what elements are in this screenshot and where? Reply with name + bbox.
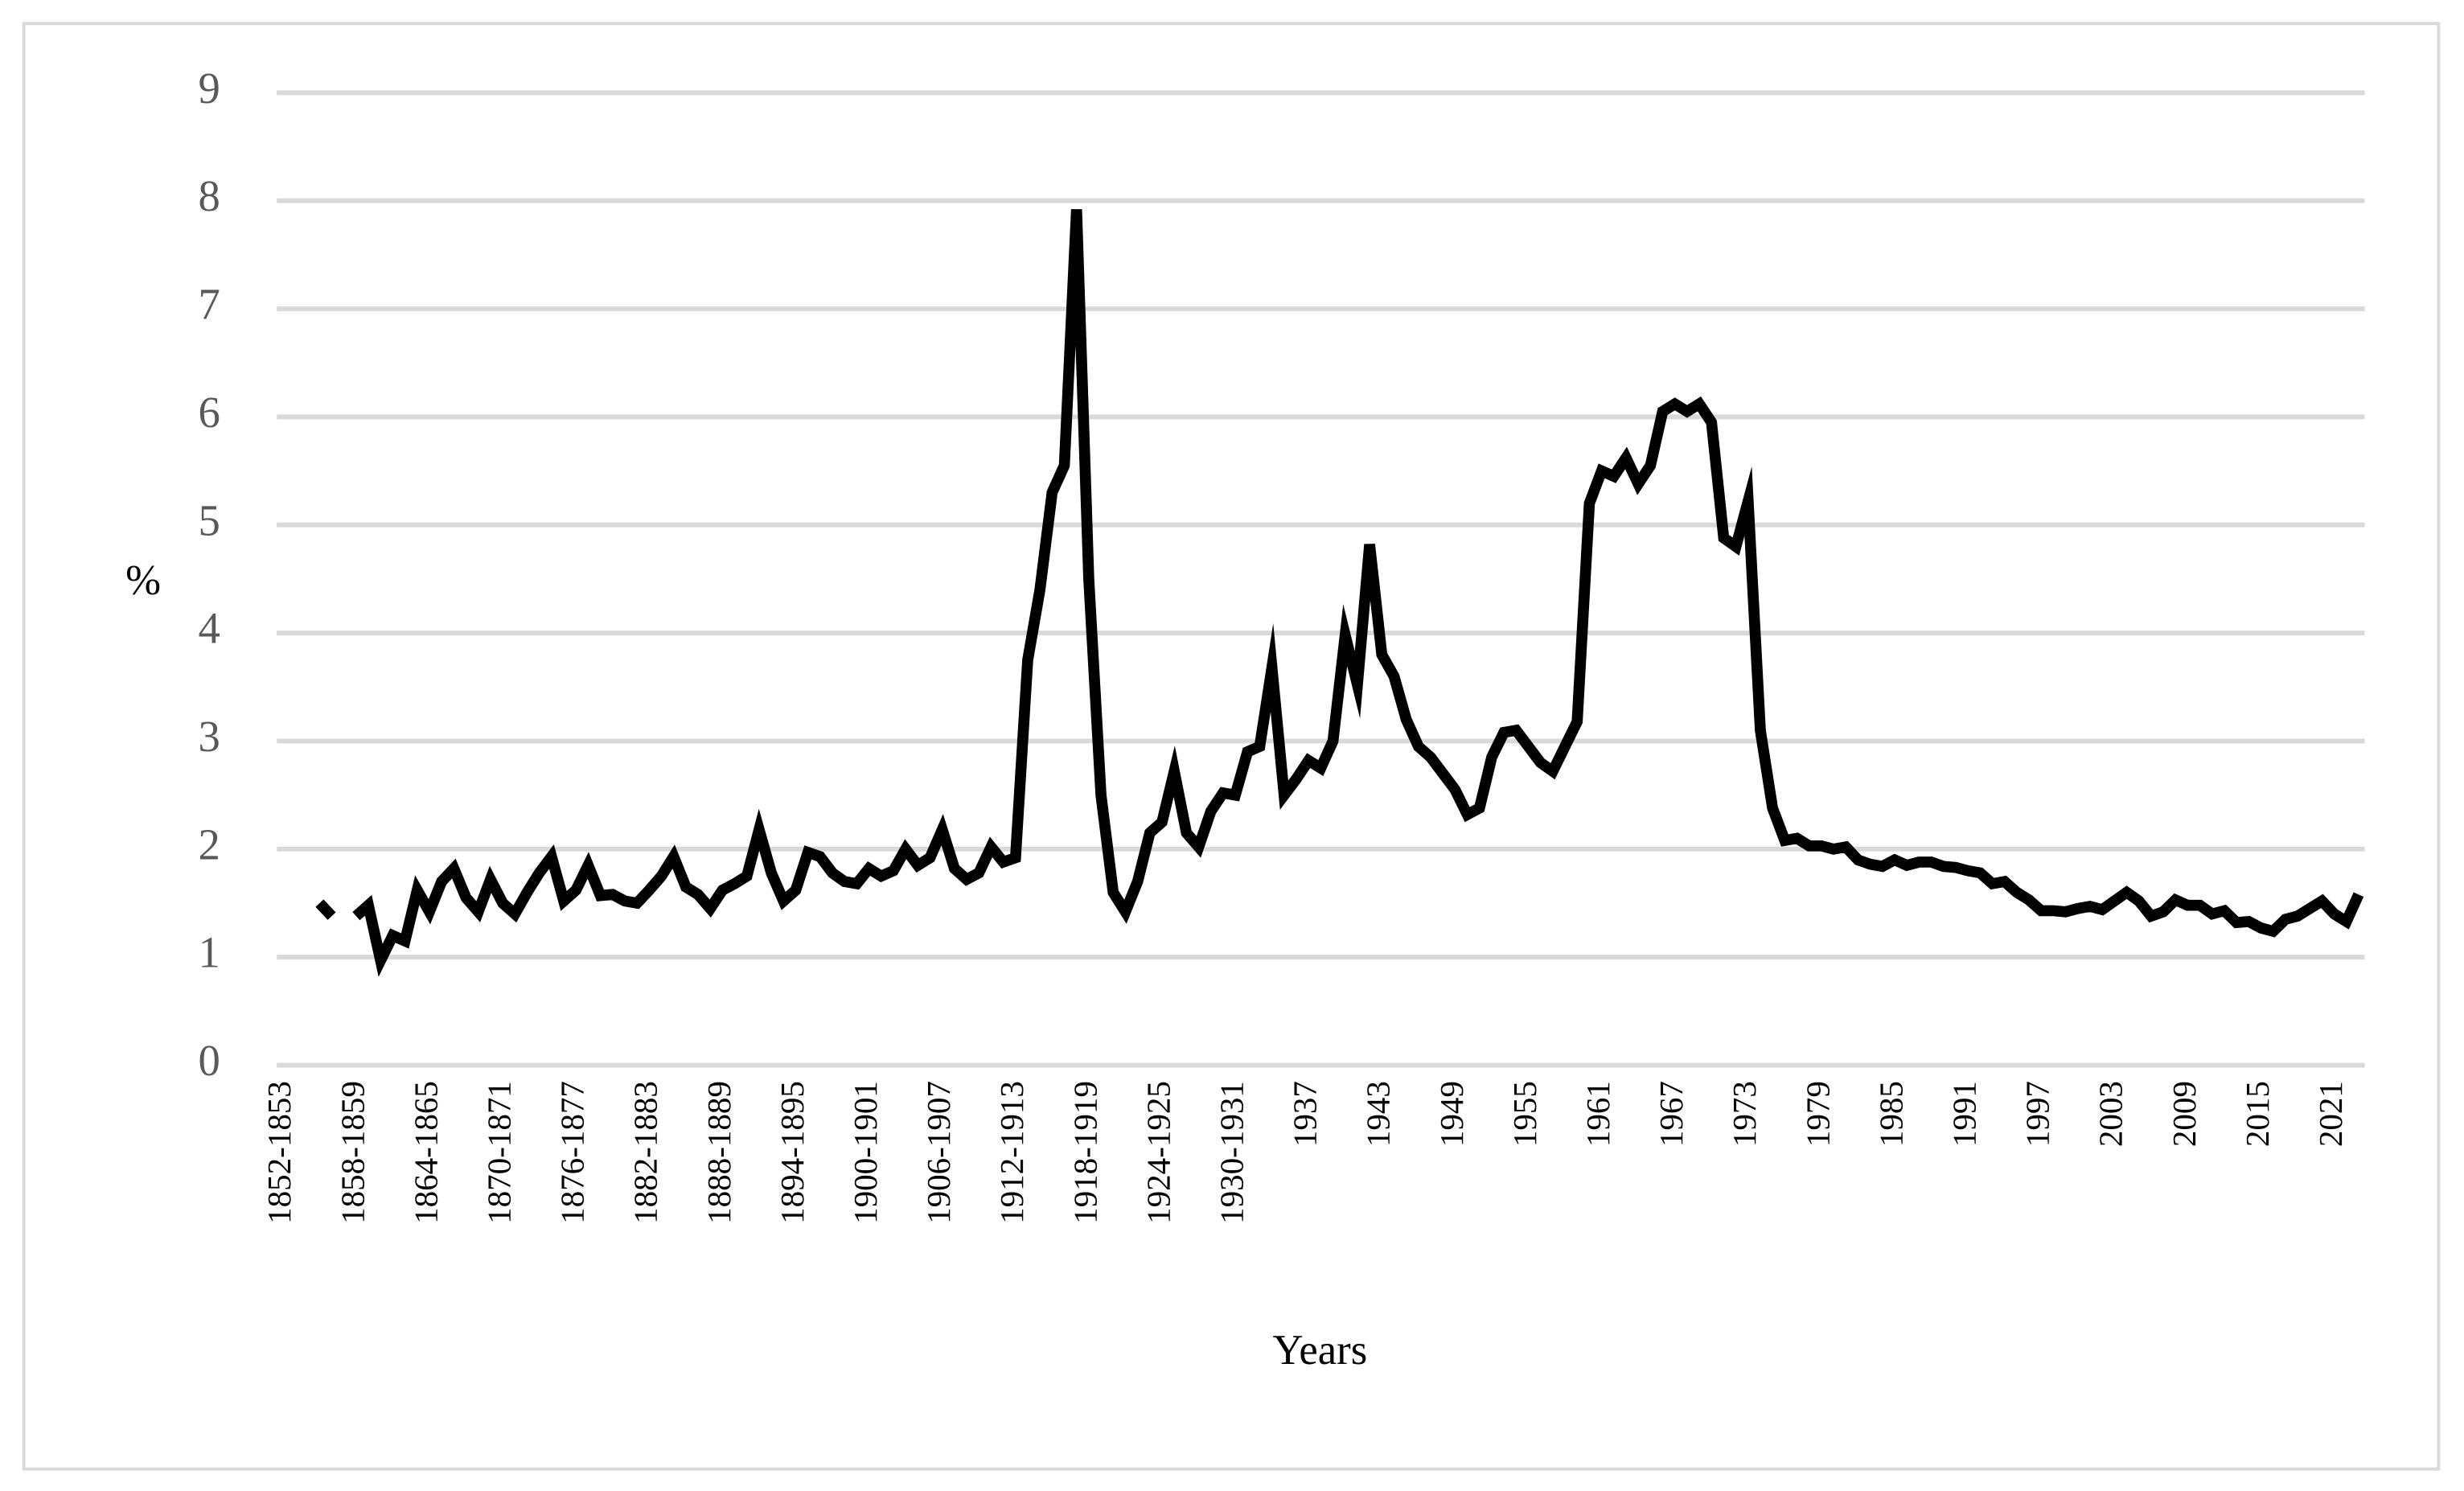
y-tick-label: 6 [199, 388, 220, 437]
y-axis-title: % [125, 557, 161, 604]
x-tick-label: 2009 [2166, 1081, 2203, 1147]
x-tick-label: 1906-1907 [920, 1081, 957, 1224]
y-tick-label: 0 [199, 1036, 220, 1085]
x-tick-label: 1900-1901 [847, 1081, 884, 1224]
y-tick-label: 7 [199, 280, 220, 329]
chart-border [22, 22, 2441, 1471]
y-tick-label: 4 [199, 604, 220, 653]
x-tick-label: 1918-1919 [1066, 1081, 1103, 1224]
x-tick-label: 1912-1913 [993, 1081, 1030, 1224]
x-axis-title: Years [1273, 1327, 1368, 1374]
y-tick-label: 3 [199, 712, 220, 761]
x-tick-label: 2015 [2239, 1081, 2276, 1147]
y-tick-label: 1 [199, 928, 220, 977]
x-tick-label: 1991 [1946, 1081, 1983, 1147]
x-tick-label: 1937 [1287, 1081, 1324, 1147]
x-tick-label: 1864-1865 [407, 1081, 444, 1224]
x-tick-label: 1973 [1726, 1081, 1763, 1147]
x-tick-label: 1876-1877 [554, 1081, 591, 1224]
x-tick-label: 1858-1859 [334, 1081, 371, 1224]
x-tick-label: 1888-1889 [700, 1081, 737, 1224]
y-tick-label: 5 [199, 495, 220, 544]
x-tick-label: 1943 [1360, 1081, 1397, 1147]
x-tick-label: 1967 [1653, 1081, 1690, 1147]
x-tick-label: 1961 [1579, 1081, 1616, 1147]
x-tick-label: 1949 [1433, 1081, 1470, 1147]
data-line [315, 209, 2364, 977]
x-tick-label: 1894-1895 [774, 1081, 811, 1224]
y-tick-label: 8 [199, 171, 220, 220]
y-tick-label: 2 [199, 819, 220, 869]
x-tick-label: 1955 [1506, 1081, 1543, 1147]
x-tick-label: 1997 [2019, 1081, 2056, 1147]
x-tick-label: 1924-1925 [1140, 1081, 1177, 1224]
x-tick-label: 1882-1883 [627, 1081, 664, 1224]
x-tick-label: 1852-1853 [261, 1081, 298, 1224]
x-tick-label: 1979 [1799, 1081, 1836, 1147]
y-tick-label: 9 [199, 64, 220, 113]
x-tick-label: 2003 [2092, 1081, 2129, 1147]
x-tick-label: 1930-1931 [1214, 1081, 1250, 1224]
x-tick-label: 2021 [2312, 1081, 2349, 1147]
x-tick-label: 1985 [1872, 1081, 1909, 1147]
x-tick-label: 1870-1871 [480, 1081, 517, 1224]
